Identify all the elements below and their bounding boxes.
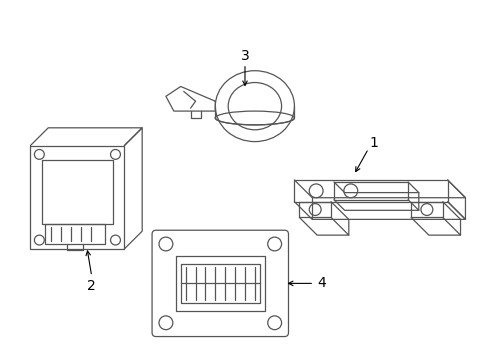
Text: 4: 4: [317, 276, 326, 291]
Text: 3: 3: [240, 49, 249, 63]
FancyBboxPatch shape: [152, 230, 288, 337]
Text: 1: 1: [368, 136, 377, 150]
Text: 2: 2: [87, 279, 96, 293]
